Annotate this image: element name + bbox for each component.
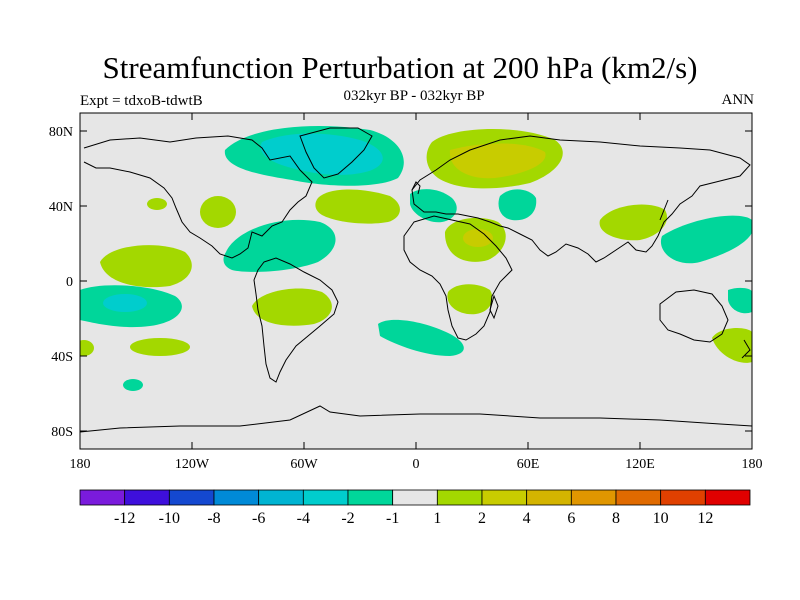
colorbar-swatch	[302, 489, 349, 506]
colorbar-label: -12	[114, 510, 135, 527]
colorbar-swatch	[704, 489, 751, 506]
contour-mid-atlantic	[315, 189, 400, 224]
lon-label-180w: 180	[70, 457, 91, 472]
contour-central-asia-neg	[498, 189, 537, 221]
colorbar-label: 4	[523, 510, 531, 527]
colorbar-swatch	[436, 489, 483, 506]
colorbar-swatch	[213, 489, 260, 506]
contour-s-pacific-neg2	[103, 294, 147, 312]
coast-uk	[411, 181, 421, 195]
lon-label-120w: 120W	[175, 457, 210, 472]
colorbar-swatch	[615, 489, 662, 506]
coast-australia	[659, 289, 729, 343]
contour-east-pacific-pos	[100, 245, 192, 288]
lon-label-120e: 120E	[625, 457, 655, 472]
lat-label-80n: 80N	[49, 125, 73, 140]
lon-label-60w: 60W	[290, 457, 318, 472]
colorbar-label: 12	[697, 510, 713, 527]
colorbar-label: 1	[433, 510, 441, 527]
colorbar-label: -6	[252, 510, 265, 527]
period-label: 032kyr BP - 032kyr BP	[343, 88, 485, 104]
colorbar-label: 6	[567, 510, 575, 527]
colorbar-label: -1	[386, 510, 399, 527]
coastlines	[80, 127, 752, 433]
lat-label-80s: 80S	[51, 425, 73, 440]
contour-ne-pacific	[200, 196, 236, 228]
colorbar-swatch	[526, 489, 572, 506]
map-background	[80, 113, 752, 449]
colorbar: -12 -10 -8 -6 -4 -2 -1 1 2 4 6 8 10 12	[79, 489, 751, 527]
colorbar-label: -10	[159, 510, 180, 527]
colorbar-swatch	[124, 489, 170, 506]
contour-north-canada-neg2	[260, 133, 383, 175]
colorbar-swatch	[347, 489, 394, 506]
coast-africa	[403, 215, 513, 341]
contour-se-pacific-pos	[130, 338, 190, 356]
lon-label-60e: 60E	[517, 457, 540, 472]
colorbar-swatch	[660, 489, 706, 506]
contour-siberia-pos2	[449, 143, 546, 179]
coast-antarctica	[80, 405, 752, 433]
lat-ticks	[80, 130, 752, 432]
colorbar-swatch	[392, 489, 438, 506]
lon-ticks	[191, 113, 641, 449]
colorbar-label: 10	[653, 510, 669, 527]
experiment-label: Expt = tdxoB-tdwtB	[80, 93, 203, 109]
colorbar-swatch	[481, 489, 528, 506]
contour-south-atlantic-neg	[378, 319, 464, 356]
contour-middle-east-pos2	[463, 229, 493, 247]
coast-newzealand	[741, 339, 751, 359]
map-title: Streamfunction Perturbation at 200 hPa (…	[102, 50, 698, 85]
colorbar-label: 2	[478, 510, 486, 527]
contour-south-america-pos	[252, 288, 332, 326]
colorbar-swatch	[79, 489, 126, 506]
lon-label-0: 0	[413, 457, 420, 472]
colorbar-label: -8	[207, 510, 220, 527]
colorbar-swatch	[168, 489, 215, 506]
colorbar-label: -2	[341, 510, 354, 527]
contour-sw-pacific-neg	[728, 287, 752, 314]
coast-south-america	[253, 257, 339, 383]
lon-label-180e: 180	[742, 457, 763, 472]
contour-nz-pos	[712, 328, 752, 363]
colorbar-swatch	[258, 489, 304, 506]
colorbar-swatch	[570, 489, 617, 506]
lat-label-40n: 40N	[49, 200, 73, 215]
colorbar-label: 8	[612, 510, 620, 527]
lat-label-40s: 40S	[51, 350, 73, 365]
season-label: ANN	[721, 92, 755, 108]
coast-madagascar	[489, 294, 499, 320]
contour-southern-small-neg	[123, 379, 143, 391]
contour-africa-pos	[447, 284, 493, 315]
coast-north-america	[83, 135, 313, 259]
contour-npac-small	[147, 198, 167, 210]
contour-west-edge-pos	[80, 340, 94, 356]
coast-greenland	[299, 127, 373, 179]
lat-label-0: 0	[66, 275, 73, 290]
contour-fields	[80, 126, 752, 391]
coast-japan	[659, 199, 669, 221]
coast-eurasia	[411, 135, 751, 263]
colorbar-label: -4	[297, 510, 310, 527]
contour-east-asia-pos	[599, 204, 668, 241]
contour-west-pacific-neg	[660, 215, 752, 264]
